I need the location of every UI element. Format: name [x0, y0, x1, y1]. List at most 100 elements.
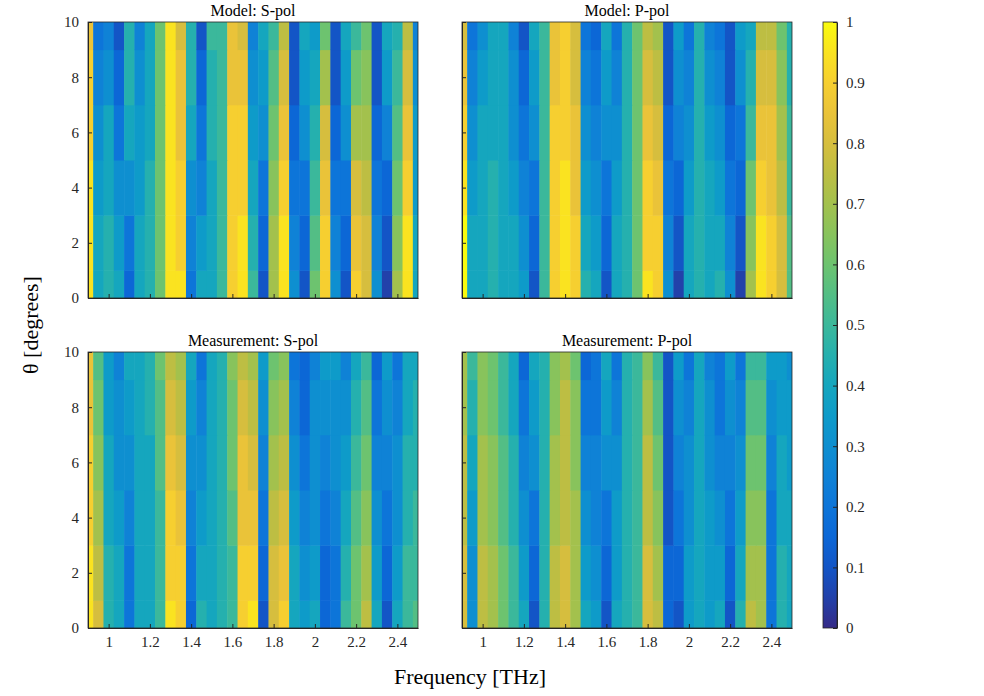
heatmap-cell: [310, 50, 321, 106]
y-axis: 0246810: [64, 344, 92, 636]
heatmap-cell: [341, 105, 352, 161]
x-tick-mark: [109, 294, 110, 298]
heatmap-cell: [330, 270, 341, 298]
heatmap-cell: [488, 50, 499, 106]
y-tick-mark: [462, 352, 466, 353]
heatmap-cell: [196, 50, 207, 106]
heatmap-cell: [777, 105, 788, 161]
x-tick-mark: [232, 624, 233, 628]
heatmap-cell: [196, 270, 207, 298]
heatmap-cell: [279, 435, 290, 491]
y-tick: 0: [72, 620, 93, 636]
heatmap-cell: [207, 435, 218, 491]
heatmap-cell: [124, 435, 135, 491]
heatmap-cell: [103, 50, 114, 106]
colorbar-tick-mark: [833, 628, 837, 629]
heatmap-cell: [361, 22, 372, 50]
heatmap-cell: [186, 600, 197, 628]
colorbar-tick-label: 0: [846, 620, 854, 636]
heatmap-cell: [756, 435, 767, 491]
x-tick-mark: [150, 624, 151, 628]
heatmap-cell: [766, 490, 777, 546]
heatmap-cell: [787, 22, 792, 50]
heatmap-cell: [508, 50, 519, 106]
heatmap-cell: [570, 105, 581, 161]
y-tick: 10: [64, 344, 92, 360]
heatmap-cell: [279, 380, 290, 436]
heatmap-cell: [155, 105, 166, 161]
heatmap-cell: [93, 215, 104, 271]
y-tick: 6: [72, 125, 93, 141]
heatmap-cell: [787, 160, 792, 216]
heatmap-cells: [88, 22, 418, 298]
heatmap-cell: [176, 105, 187, 161]
heatmap-cell: [145, 270, 156, 298]
heatmap-cell: [632, 435, 643, 491]
heatmap-cell: [392, 352, 403, 380]
heatmap-cell: [715, 50, 726, 106]
heatmap-cell: [601, 352, 612, 380]
heatmap-cell: [725, 105, 736, 161]
heatmap-cell: [560, 352, 571, 380]
colorbar-tick-mark: [833, 22, 837, 23]
heatmap-cell: [539, 435, 550, 491]
heatmap-cell: [186, 435, 197, 491]
heatmap-cell: [155, 22, 166, 50]
heatmap-cell: [145, 105, 156, 161]
heatmap-cell: [299, 50, 310, 106]
heatmap-cell: [114, 270, 125, 298]
heatmap-cell: [227, 600, 238, 628]
heatmap-cell: [103, 435, 114, 491]
heatmap-cell: [124, 380, 135, 436]
heatmap-cell: [165, 270, 176, 298]
heatmap-cell: [238, 160, 249, 216]
heatmap-cell: [581, 215, 592, 271]
heatmap-cell: [382, 380, 393, 436]
heatmap-cell: [403, 270, 414, 298]
heatmap-cell: [103, 105, 114, 161]
heatmap-cell: [299, 22, 310, 50]
heatmap-cell: [746, 545, 757, 601]
x-tick: 2: [312, 624, 320, 650]
heatmap-cell: [372, 545, 383, 601]
heatmap-cell: [341, 352, 352, 380]
heatmap-cell: [508, 545, 519, 601]
x-tick-mark: [483, 624, 484, 628]
heatmap-cell: [642, 380, 653, 436]
heatmap-cell: [351, 270, 362, 298]
heatmap-cell: [694, 50, 705, 106]
heatmap-cell: [488, 270, 499, 298]
heatmap-cell: [310, 270, 321, 298]
heatmap-cell: [746, 380, 757, 436]
heatmap-cell: [756, 600, 767, 628]
heatmap-cell: [268, 490, 279, 546]
heatmap-cell: [392, 215, 403, 271]
heatmap-cell: [413, 215, 418, 271]
heatmap-cell: [725, 600, 736, 628]
heatmap-cell: [735, 600, 746, 628]
heatmap-cell: [299, 490, 310, 546]
heatmap-cell: [777, 545, 788, 601]
x-tick-mark: [524, 624, 525, 628]
plot-frame: [88, 22, 418, 298]
heatmap-cell: [382, 270, 393, 298]
y-tick-mark: [462, 628, 466, 629]
y-tick: 0: [72, 290, 93, 306]
heatmap-cell: [413, 380, 418, 436]
heatmap-cell: [467, 160, 478, 216]
heatmap-cell: [227, 50, 238, 106]
y-tick-label: 8: [72, 70, 80, 86]
heatmap-cell: [601, 22, 612, 50]
heatmap-cell: [746, 105, 757, 161]
colorbar-tick-label: 0.5: [846, 317, 865, 333]
heatmap-cell: [508, 352, 519, 380]
heatmap-cell: [155, 380, 166, 436]
x-tick-mark: [274, 294, 275, 298]
heatmap-cell: [653, 435, 664, 491]
y-tick-mark: [88, 352, 92, 353]
colorbar-tick-label: 0.6: [846, 257, 865, 273]
x-tick: 1.6: [224, 624, 243, 650]
heatmap-cell: [777, 490, 788, 546]
heatmap-cell: [622, 545, 633, 601]
heatmap-cell: [704, 105, 715, 161]
